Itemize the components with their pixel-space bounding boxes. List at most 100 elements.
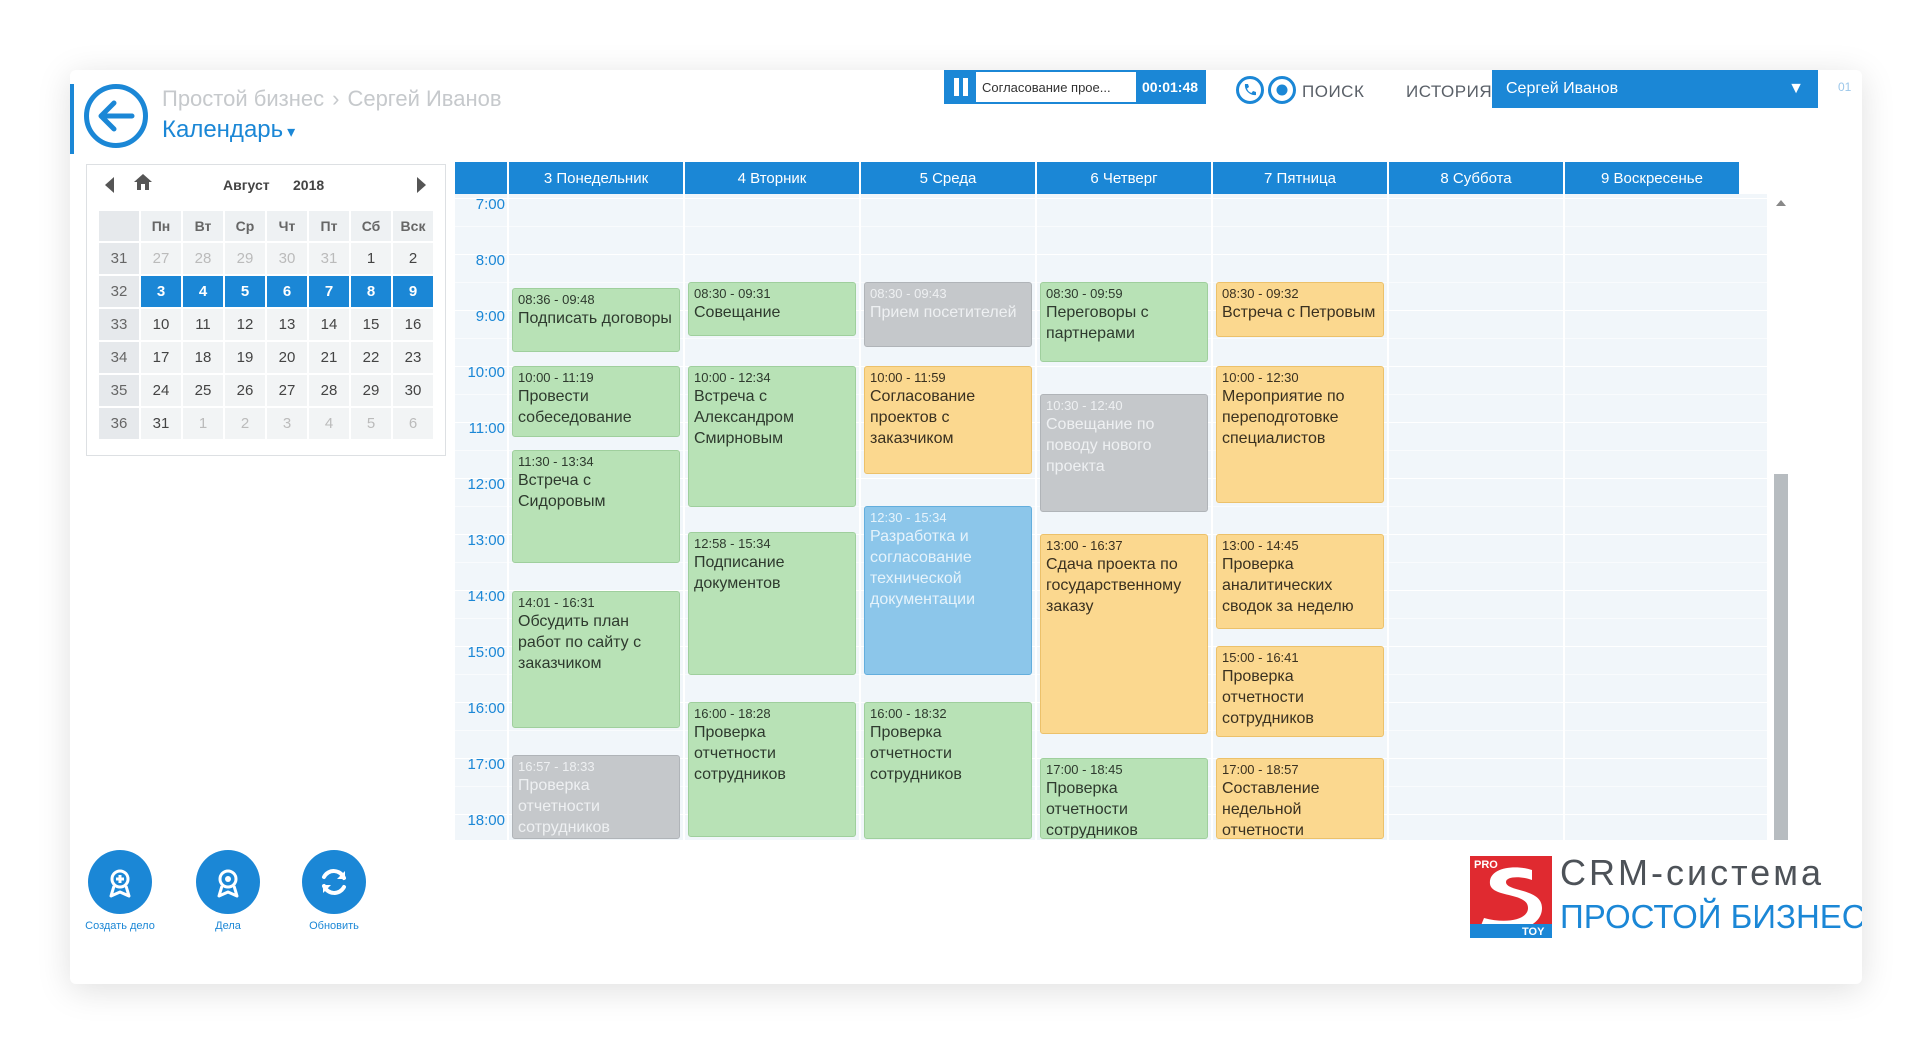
calendar-day[interactable]: 30 xyxy=(267,243,307,274)
edge-text: 01 xyxy=(1838,80,1852,94)
event-title: Совещание по поводу нового проекта xyxy=(1046,416,1155,475)
chat-icon[interactable] xyxy=(1268,76,1296,104)
calendar-event[interactable]: 08:36 - 09:48 Подписать договоры xyxy=(512,287,680,352)
active-task-name[interactable]: Согласование прое... xyxy=(982,79,1111,95)
calendar-event[interactable]: 10:00 - 11:59 Согласование проектов с зак… xyxy=(864,366,1032,475)
calendar-event[interactable]: 10:00 - 11:19 Провести собеседование xyxy=(512,366,680,437)
calendar-day[interactable]: 3 xyxy=(141,276,181,307)
calendar-day[interactable]: 8 xyxy=(351,276,391,307)
mini-calendar-month[interactable]: Август xyxy=(223,177,270,193)
calendar-event[interactable]: 11:30 - 13:34 Встреча с Сидоровым xyxy=(512,450,680,563)
calendar-day[interactable]: 11 xyxy=(183,309,223,340)
event-time: 10:00 - 11:19 xyxy=(518,370,594,385)
calendar-event[interactable]: 10:00 - 12:30 Мероприятие по переподготов… xyxy=(1216,366,1384,503)
history-link[interactable]: ИСТОРИЯ xyxy=(1406,82,1493,101)
calendar-day[interactable]: 6 xyxy=(267,276,307,307)
calendar-day[interactable]: 29 xyxy=(225,243,265,274)
breadcrumb-item-user[interactable]: Сергей Иванов xyxy=(347,86,502,111)
calendar-day[interactable]: 7 xyxy=(309,276,349,307)
search-link[interactable]: ПОИСК xyxy=(1302,82,1365,101)
day-header[interactable]: 4 Вторник xyxy=(685,162,861,194)
calendar-event[interactable]: 16:00 - 18:32 Проверка отчетности сотрудн… xyxy=(864,702,1032,839)
calendar-day[interactable]: 28 xyxy=(309,375,349,406)
calendar-day[interactable]: 27 xyxy=(267,375,307,406)
refresh-button[interactable]: Обновить xyxy=(284,850,384,932)
day-header[interactable]: 5 Среда xyxy=(861,162,1037,194)
calendar-day[interactable]: 4 xyxy=(309,408,349,439)
breadcrumb-item-root[interactable]: Простой бизнес xyxy=(162,86,325,111)
calendar-event[interactable]: 14:01 - 16:31 Обсудить план работ по сайт… xyxy=(512,590,680,728)
calendar-day[interactable]: 9 xyxy=(393,276,433,307)
calendar-day[interactable]: 12 xyxy=(225,309,265,340)
calendar-event[interactable]: 16:57 - 18:33 Проверка отчетности сотрудн… xyxy=(512,755,680,839)
calendar-day[interactable]: 22 xyxy=(351,342,391,373)
calendar-event[interactable]: 15:00 - 16:41 Проверка отчетности сотрудн… xyxy=(1216,646,1384,738)
calendar-day[interactable]: 14 xyxy=(309,309,349,340)
scroll-up-icon[interactable] xyxy=(1776,200,1786,206)
calendar-day[interactable]: 28 xyxy=(183,243,223,274)
calendar-day[interactable]: 31 xyxy=(309,243,349,274)
calendar-day[interactable]: 10 xyxy=(141,309,181,340)
calendar-event[interactable]: 10:30 - 12:40 Совещание по поводу нового … xyxy=(1040,394,1208,513)
day-header[interactable]: 7 Пятница xyxy=(1213,162,1389,194)
event-title: Проверка аналитических сводок за неделю xyxy=(1222,556,1354,615)
calendar-day[interactable]: 31 xyxy=(141,408,181,439)
day-header[interactable]: 8 Суббота xyxy=(1389,162,1565,194)
calendar-event[interactable]: 08:30 - 09:59 Переговоры с партнерами xyxy=(1040,282,1208,363)
calendar-day[interactable]: 26 xyxy=(225,375,265,406)
calendar-event[interactable]: 16:00 - 18:28 Проверка отчетности сотрудн… xyxy=(688,702,856,838)
week-number: 33 xyxy=(99,309,139,340)
calendar-event[interactable]: 10:00 - 12:34 Встреча с Александром Смирн… xyxy=(688,366,856,507)
calendar-day[interactable]: 29 xyxy=(351,375,391,406)
calendar-day[interactable]: 19 xyxy=(225,342,265,373)
calendar-event[interactable]: 13:00 - 14:45 Проверка аналитических свод… xyxy=(1216,534,1384,629)
page-title[interactable]: Календарь ▾ xyxy=(162,116,295,144)
pause-button[interactable] xyxy=(946,72,976,102)
calendar-event[interactable]: 12:30 - 15:34 Разработка и согласование т… xyxy=(864,506,1032,675)
scroll-thumb[interactable] xyxy=(1774,474,1788,840)
calendar-event[interactable]: 12:58 - 15:34 Подписание документов xyxy=(688,532,856,675)
calendar-day[interactable]: 6 xyxy=(393,408,433,439)
calendar-day[interactable]: 5 xyxy=(351,408,391,439)
calendar-event[interactable]: 08:30 - 09:31 Совещание xyxy=(688,282,856,336)
week-scrollbar[interactable] xyxy=(1773,194,1789,840)
calendar-day[interactable]: 18 xyxy=(183,342,223,373)
calendar-day[interactable]: 13 xyxy=(267,309,307,340)
create-task-button[interactable]: Создать дело xyxy=(70,850,170,932)
calendar-day[interactable]: 1 xyxy=(183,408,223,439)
calendar-day[interactable]: 16 xyxy=(393,309,433,340)
calendar-day[interactable]: 27 xyxy=(141,243,181,274)
calendar-day[interactable]: 15 xyxy=(351,309,391,340)
back-button[interactable] xyxy=(84,84,148,148)
calendar-event[interactable]: 13:00 - 16:37 Сдача проекта по государств… xyxy=(1040,534,1208,734)
calendar-day[interactable]: 5 xyxy=(225,276,265,307)
calendar-day[interactable]: 4 xyxy=(183,276,223,307)
phone-icon[interactable] xyxy=(1236,76,1264,104)
user-select[interactable]: Сергей Иванов ▼ xyxy=(1492,70,1818,108)
day-header[interactable]: 6 Четверг xyxy=(1037,162,1213,194)
calendar-event[interactable]: 17:00 - 18:45 Проверка отчетности сотрудн… xyxy=(1040,758,1208,839)
calendar-day[interactable]: 30 xyxy=(393,375,433,406)
calendar-day[interactable]: 3 xyxy=(267,408,307,439)
week-grid[interactable]: 7:00 8:00 9:00 10:00 11:00 12:00 13:00 14:00 15:… xyxy=(455,194,1767,840)
calendar-event[interactable]: 08:30 - 09:43 Прием посетителей xyxy=(864,282,1032,348)
calendar-event[interactable]: 08:30 - 09:32 Встреча с Петровым xyxy=(1216,282,1384,337)
event-title: Согласование проектов с заказчиком xyxy=(870,388,976,447)
day-header[interactable]: 3 Понедельник xyxy=(509,162,685,194)
calendar-day[interactable]: 1 xyxy=(351,243,391,274)
tasks-button[interactable]: Дела xyxy=(178,850,278,932)
prev-month-icon[interactable] xyxy=(105,177,114,193)
calendar-day[interactable]: 21 xyxy=(309,342,349,373)
calendar-day[interactable]: 2 xyxy=(225,408,265,439)
next-month-icon[interactable] xyxy=(417,177,426,193)
home-icon[interactable] xyxy=(133,173,153,196)
calendar-day[interactable]: 25 xyxy=(183,375,223,406)
calendar-day[interactable]: 24 xyxy=(141,375,181,406)
calendar-day[interactable]: 17 xyxy=(141,342,181,373)
calendar-day[interactable]: 20 xyxy=(267,342,307,373)
calendar-day[interactable]: 23 xyxy=(393,342,433,373)
calendar-day[interactable]: 2 xyxy=(393,243,433,274)
mini-calendar-year[interactable]: 2018 xyxy=(293,177,325,193)
calendar-event[interactable]: 17:00 - 18:57 Составление недельной отчет… xyxy=(1216,758,1384,839)
day-header[interactable]: 9 Воскресенье xyxy=(1565,162,1741,194)
